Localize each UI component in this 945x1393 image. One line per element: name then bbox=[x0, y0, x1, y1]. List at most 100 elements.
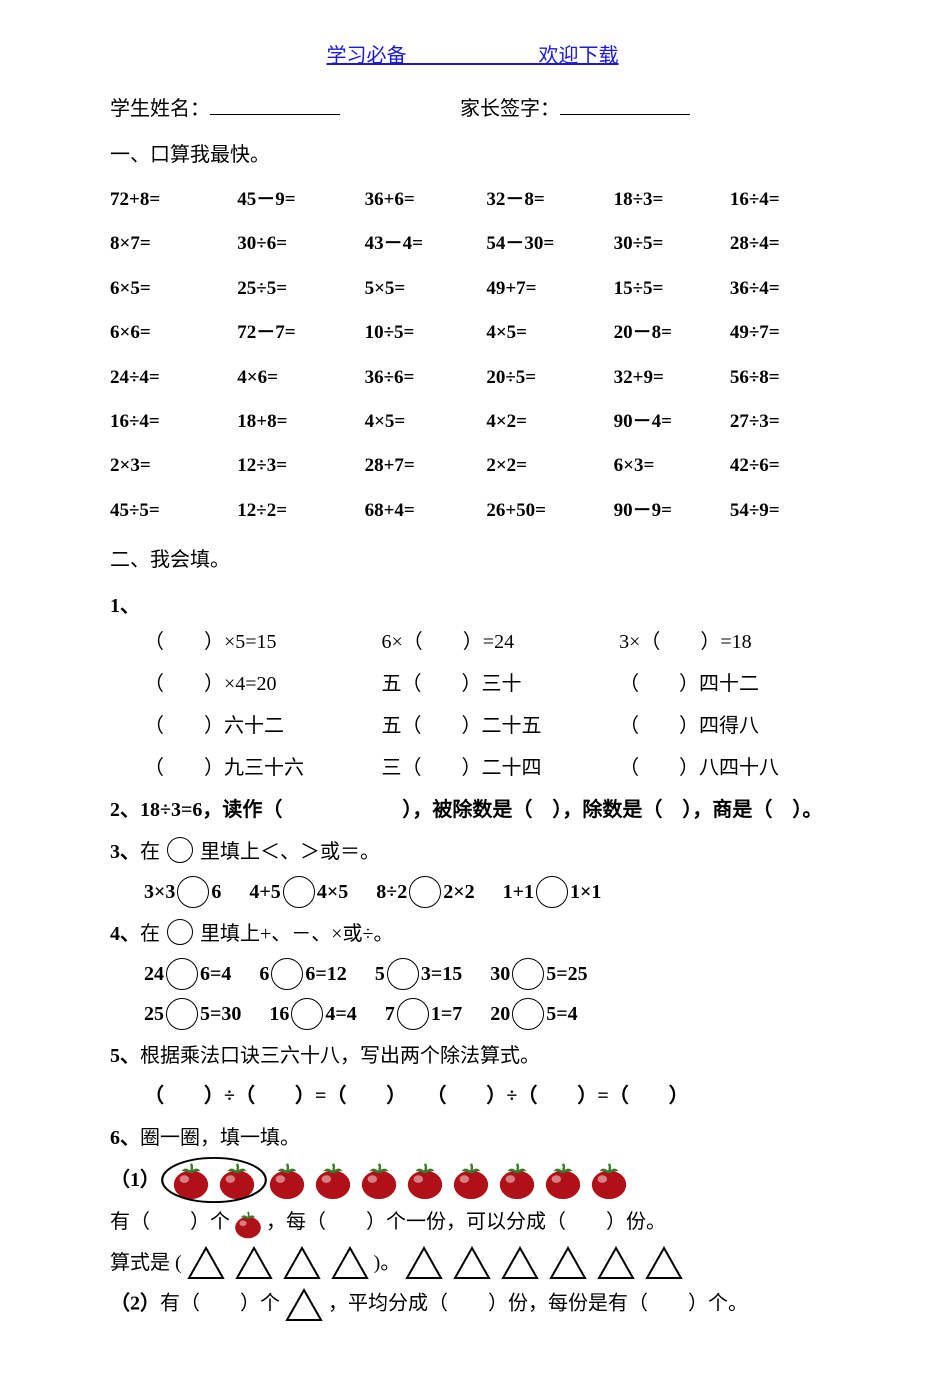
math-cell: 32－8= bbox=[486, 185, 613, 215]
op-item: 246=4 bbox=[144, 958, 231, 990]
q6-sub1-tomatoes: （1） bbox=[110, 1160, 835, 1200]
math-cell: 30÷5= bbox=[614, 229, 730, 259]
fill-cell: 三（ ）二十四 bbox=[382, 752, 620, 784]
q6-line3mid: )。 bbox=[374, 1247, 401, 1279]
math-cell: 36+6= bbox=[365, 185, 487, 215]
math-cell: 4×2= bbox=[486, 407, 613, 437]
q3-row: 3×364+54×58÷22×21+11×1 bbox=[144, 876, 835, 908]
math-cell: 43－4= bbox=[365, 229, 487, 259]
tomato-icon bbox=[170, 1160, 212, 1200]
math-cell: 12÷3= bbox=[237, 451, 364, 481]
q6-line2b: ，每（ ）个一份，可以分成（ ）份。 bbox=[266, 1211, 666, 1233]
math-cell: 26+50= bbox=[486, 496, 613, 526]
math-cell: 15÷5= bbox=[614, 274, 730, 304]
tomato-icon bbox=[312, 1160, 354, 1200]
op-item: 53=15 bbox=[375, 958, 462, 990]
q3-prompt2: 里填上＜、＞或＝。 bbox=[200, 841, 380, 863]
link-download[interactable]: 欢迎下载 bbox=[539, 45, 619, 67]
tomato-icon bbox=[216, 1160, 258, 1200]
fill-cell: （ ）四十二 bbox=[619, 668, 835, 700]
op-item: 255=30 bbox=[144, 998, 241, 1030]
math-cell: 2×2= bbox=[486, 451, 613, 481]
section2-title: 二、我会填。 bbox=[110, 544, 835, 576]
tomato-icon bbox=[496, 1160, 538, 1200]
link-study[interactable]: 学习必备 bbox=[327, 45, 407, 67]
answer-circle[interactable] bbox=[166, 958, 198, 990]
math-cell: 36÷6= bbox=[365, 363, 487, 393]
math-cell: 4×6= bbox=[237, 363, 364, 393]
math-cell: 6×5= bbox=[110, 274, 237, 304]
triangle-icon bbox=[186, 1245, 226, 1281]
tomato-icon bbox=[588, 1160, 630, 1200]
math-cell: 4×5= bbox=[365, 407, 487, 437]
answer-circle[interactable] bbox=[283, 876, 315, 908]
fill-cell: （ ）九三十六 bbox=[144, 752, 382, 784]
math-cell: 27÷3= bbox=[730, 407, 835, 437]
math-cell: 20÷5= bbox=[486, 363, 613, 393]
answer-circle[interactable] bbox=[536, 876, 568, 908]
q1-grid: （ ）×5=156×（ ）=243×（ ）=18（ ）×4=20五（ ）三十（ … bbox=[144, 626, 835, 784]
triangle-group-2 bbox=[400, 1245, 688, 1281]
fill-cell: （ ）×4=20 bbox=[144, 668, 382, 700]
math-cell: 5×5= bbox=[365, 274, 487, 304]
answer-circle[interactable] bbox=[409, 876, 441, 908]
q6-sub2-text2: ，平均分成（ ）份，每份是有（ ）个。 bbox=[328, 1292, 748, 1314]
math-cell: 90－9= bbox=[614, 496, 730, 526]
parent-sign-blank[interactable] bbox=[560, 92, 690, 115]
fill-cell: 3×（ ）=18 bbox=[619, 626, 835, 658]
triangle-icon bbox=[282, 1245, 322, 1281]
link-dashes bbox=[407, 45, 539, 67]
q4-row2: 255=30164=471=7205=4 bbox=[144, 998, 835, 1030]
q4-prompt: 在 bbox=[140, 923, 160, 945]
answer-circle[interactable] bbox=[177, 876, 209, 908]
math-cell: 16÷4= bbox=[110, 407, 237, 437]
math-cell: 16÷4= bbox=[730, 185, 835, 215]
op-item: 164=4 bbox=[269, 998, 356, 1030]
answer-circle[interactable] bbox=[166, 998, 198, 1030]
student-name-blank[interactable] bbox=[210, 92, 340, 115]
q6-line2a: 有（ ）个 bbox=[110, 1211, 230, 1233]
triangle-icon bbox=[234, 1245, 274, 1281]
q1-num: 1、 bbox=[110, 595, 140, 617]
answer-circle[interactable] bbox=[291, 998, 323, 1030]
math-cell: 32+9= bbox=[614, 363, 730, 393]
answer-circle[interactable] bbox=[512, 958, 544, 990]
q6-sub2: （2）有（ ）个，平均分成（ ）份，每份是有（ ）个。 bbox=[110, 1287, 835, 1323]
q5-eq: （ ）÷（ ）=（ ） （ ）÷（ ）=（ ） bbox=[144, 1080, 835, 1112]
tomato-icon bbox=[232, 1209, 264, 1239]
math-cell: 45－9= bbox=[237, 185, 364, 215]
answer-circle[interactable] bbox=[271, 958, 303, 990]
tomato-rest-group bbox=[264, 1160, 632, 1200]
answer-circle[interactable] bbox=[387, 958, 419, 990]
tomato-circled-group bbox=[164, 1160, 264, 1200]
math-cell: 2×3= bbox=[110, 451, 237, 481]
op-item: 305=25 bbox=[490, 958, 587, 990]
answer-circle[interactable] bbox=[397, 998, 429, 1030]
math-cell: 45÷5= bbox=[110, 496, 237, 526]
q3-prompt: 在 bbox=[140, 841, 160, 863]
math-cell: 56÷8= bbox=[730, 363, 835, 393]
triangle-icon bbox=[500, 1245, 540, 1281]
q6-sub1-label: （1） bbox=[110, 1164, 160, 1196]
triangle-group-1 bbox=[182, 1245, 374, 1281]
fill-cell: （ ）八四十八 bbox=[619, 752, 835, 784]
op-item: 205=4 bbox=[490, 998, 577, 1030]
circle-icon bbox=[167, 837, 193, 863]
q6-title: 圈一圈，填一填。 bbox=[140, 1127, 300, 1149]
math-cell: 54÷9= bbox=[730, 496, 835, 526]
q6: 6、圈一圈，填一填。 （1） 有（ ）个，每（ ）个一份，可以分成（ ）份。 算… bbox=[110, 1122, 835, 1322]
answer-circle[interactable] bbox=[512, 998, 544, 1030]
worksheet-page: 学习必备 欢迎下载 学生姓名： 家长签字： 一、口算我最快。 72+8=45－9… bbox=[0, 0, 945, 1393]
q6-line3a: 算式是 ( bbox=[110, 1247, 182, 1279]
student-name-label: 学生姓名： bbox=[110, 92, 340, 125]
math-cell: 49÷7= bbox=[730, 318, 835, 348]
compare-item: 8÷22×2 bbox=[376, 876, 474, 908]
math-cell: 30÷6= bbox=[237, 229, 364, 259]
q2-text: 18÷3=6，读作（ ），被除数是（ ），除数是（ ），商是（ ）。 bbox=[140, 799, 822, 821]
math-cell: 8×7= bbox=[110, 229, 237, 259]
math-cell: 49+7= bbox=[486, 274, 613, 304]
math-cell: 24÷4= bbox=[110, 363, 237, 393]
fill-cell: （ ）六十二 bbox=[144, 710, 382, 742]
triangle-icon bbox=[330, 1245, 370, 1281]
tomato-icon bbox=[450, 1160, 492, 1200]
